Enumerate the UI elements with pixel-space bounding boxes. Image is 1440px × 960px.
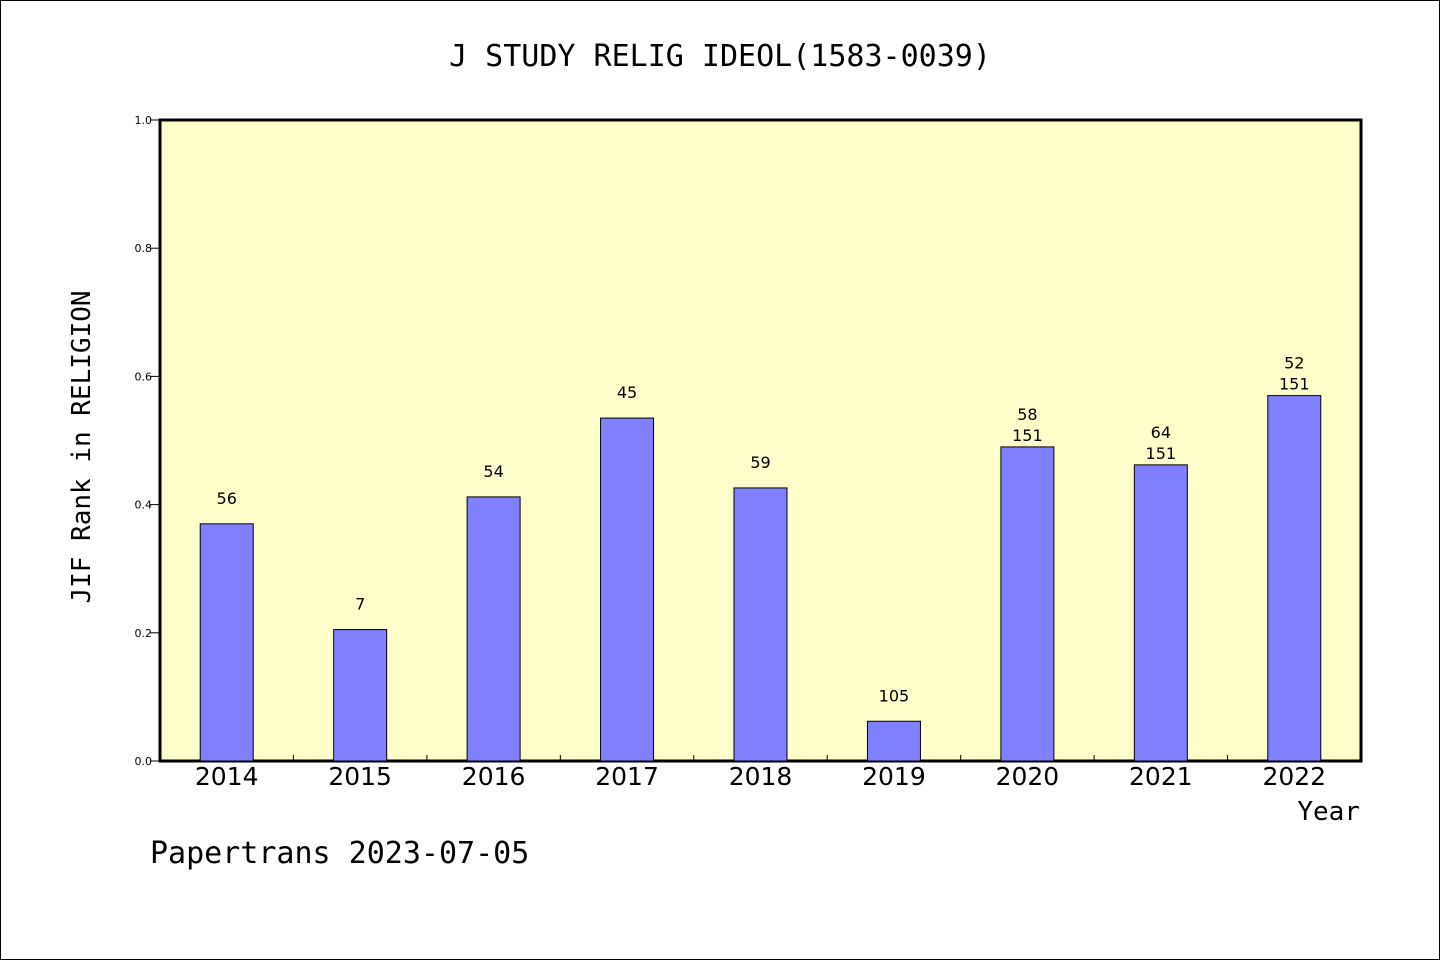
bar-2022: [1267, 395, 1322, 762]
rank-label: 105: [879, 686, 910, 705]
rank-label: 7: [355, 595, 365, 614]
y-axis: 0.0 0.2 0.4 0.6 0.8 1.0: [135, 114, 160, 768]
rank-label: 58: [1017, 405, 1037, 424]
x-tick-label: 2017: [595, 762, 659, 791]
bar-2017: [600, 417, 655, 762]
y-tick-label: 1.0: [135, 114, 153, 127]
data-labels: 56 7 54 45 59 105 58 151 64 151 52 151: [217, 354, 1310, 706]
total-label: 151: [1279, 375, 1310, 394]
rank-label: 56: [217, 489, 237, 508]
x-tick-label: 2015: [328, 762, 392, 791]
y-tick-label: 0.8: [135, 242, 153, 255]
rank-label: 64: [1151, 423, 1171, 442]
x-tick-label: 2022: [1262, 762, 1326, 791]
y-tick-label: 0.6: [135, 370, 153, 383]
total-label: 151: [1012, 426, 1043, 445]
x-tick-label: 2021: [1129, 762, 1193, 791]
footer-text: Papertrans 2023-07-05: [150, 836, 529, 871]
bar-2021: [1133, 464, 1188, 762]
y-tick-label: 0.0: [135, 755, 153, 768]
rank-label: 59: [750, 453, 770, 472]
y-axis-label: JIF Rank in RELIGION: [67, 290, 97, 603]
bar-2020: [1000, 446, 1055, 762]
x-tick-label: 2014: [195, 762, 259, 791]
x-tick-label: 2016: [462, 762, 526, 791]
x-axis: 2014 2015 2016 2017 2018 2019 2020 2021 2022: [195, 755, 1326, 791]
bar-2015: [333, 629, 388, 762]
bar-2019: [866, 720, 921, 762]
rank-label: 52: [1284, 354, 1304, 373]
x-tick-label: 2018: [729, 762, 793, 791]
bar-2018: [733, 487, 788, 762]
total-label: 151: [1146, 444, 1177, 463]
y-tick-label: 0.2: [135, 627, 153, 640]
x-tick-label: 2020: [996, 762, 1060, 791]
x-tick-label: 2019: [862, 762, 926, 791]
rank-label: 45: [617, 383, 637, 402]
bar-2014: [199, 523, 254, 762]
rank-label: 54: [483, 462, 503, 481]
y-tick-label: 0.4: [135, 499, 153, 512]
chart-title: J STUDY RELIG IDEOL(1583-0039): [449, 39, 991, 74]
bar-series: [199, 395, 1322, 762]
bar-2016: [466, 496, 521, 762]
x-axis-label: Year: [1297, 797, 1360, 827]
